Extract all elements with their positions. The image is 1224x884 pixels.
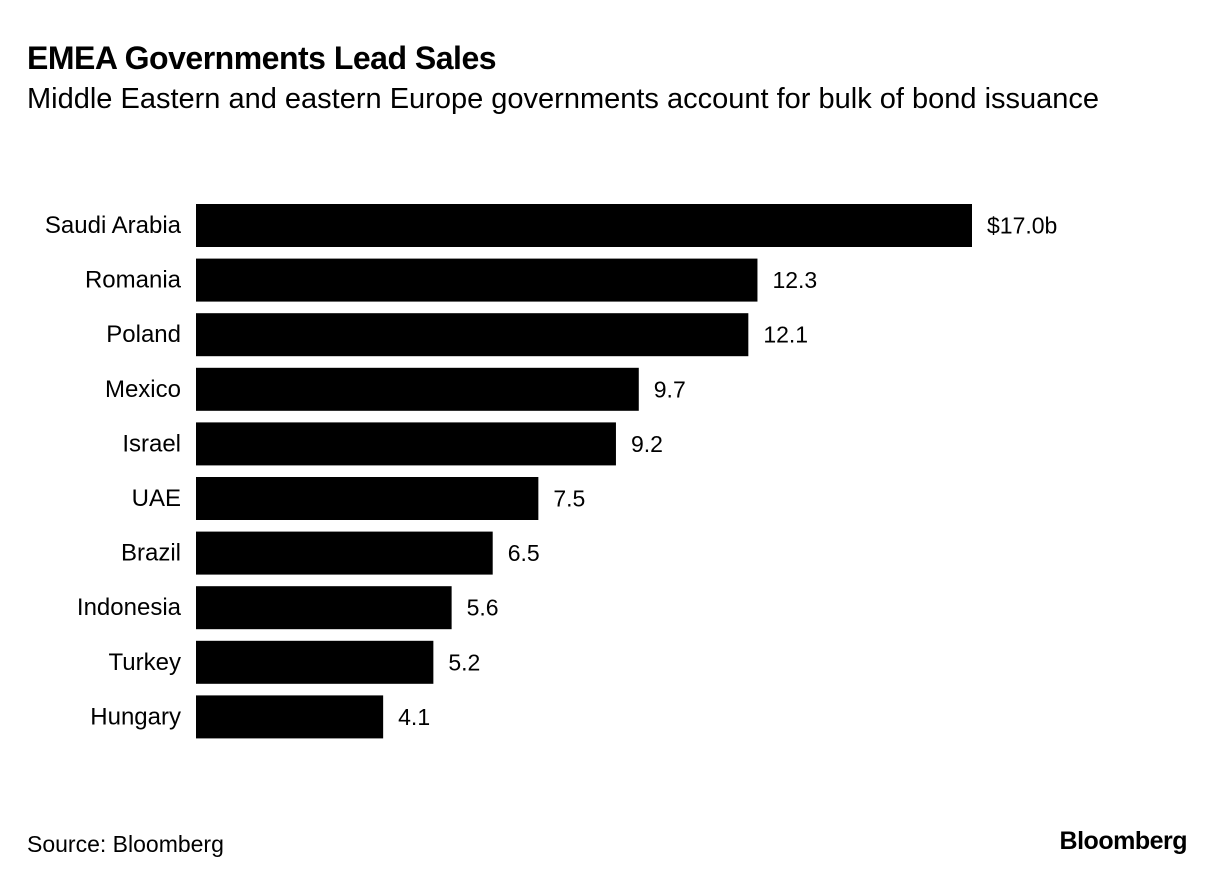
value-label: 7.5 — [553, 486, 585, 512]
category-label: Brazil — [121, 540, 181, 567]
value-label: 5.2 — [448, 649, 480, 675]
category-label: Hungary — [90, 703, 181, 730]
category-label: Mexico — [105, 376, 181, 403]
value-label: 6.5 — [508, 540, 540, 566]
value-label: 9.7 — [654, 376, 686, 402]
bar — [196, 204, 972, 247]
value-label: 5.6 — [467, 595, 499, 621]
bloomberg-logo: Bloomberg — [1059, 827, 1188, 855]
value-label: $17.0b — [987, 213, 1057, 239]
bar-group: Saudi Arabia $17.0b Romania 12.3 Poland 12.1 M… — [45, 204, 1057, 739]
value-label: 4.1 — [398, 704, 430, 730]
bar — [196, 422, 616, 466]
category-label: Indonesia — [77, 594, 182, 621]
category-label: Poland — [106, 321, 181, 348]
source-note: Source: Bloomberg — [27, 831, 224, 857]
chart-title: EMEA Governments Lead Sales — [27, 40, 497, 76]
value-label: 12.1 — [763, 322, 808, 348]
category-label: Turkey — [109, 649, 181, 676]
bar — [196, 367, 639, 411]
bar — [196, 640, 434, 684]
bar — [196, 258, 758, 302]
value-label: 9.2 — [631, 431, 663, 457]
value-label: 12.3 — [772, 267, 817, 293]
category-label: Saudi Arabia — [45, 212, 182, 239]
chart-subtitle: Middle Eastern and eastern Europe govern… — [27, 83, 1100, 115]
category-label: Israel — [122, 430, 181, 457]
bar — [196, 477, 539, 520]
bar — [196, 531, 493, 575]
category-label: UAE — [132, 485, 181, 512]
category-label: Romania — [85, 267, 182, 294]
bar — [196, 313, 749, 357]
bar — [196, 695, 384, 739]
bar — [196, 586, 452, 630]
